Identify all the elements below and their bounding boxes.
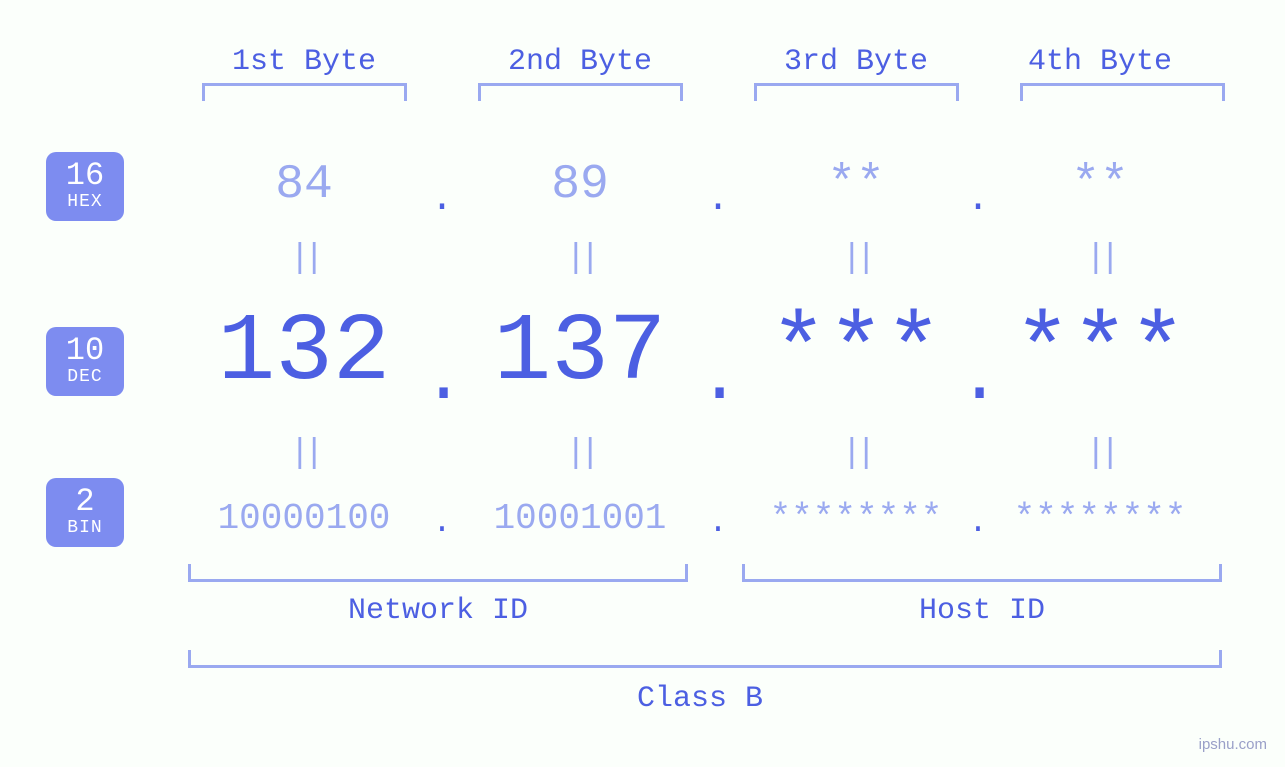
badge-dec-label: DEC bbox=[46, 368, 124, 388]
byte-header-3: 3rd Byte bbox=[756, 45, 956, 79]
dec-dot-1: . bbox=[422, 338, 462, 420]
badge-dec: 10DEC bbox=[46, 327, 124, 396]
dec-byte-2: 137 bbox=[450, 298, 710, 407]
bin-dot-2: . bbox=[698, 504, 738, 541]
dec-byte-4: *** bbox=[970, 298, 1230, 407]
hex-byte-3: ** bbox=[756, 158, 956, 212]
byte-header-1: 1st Byte bbox=[204, 45, 404, 79]
hex-byte-1: 84 bbox=[204, 158, 404, 212]
byte-bracket-4 bbox=[1020, 83, 1225, 101]
network-bracket bbox=[188, 564, 688, 582]
bin-dot-1: . bbox=[422, 504, 462, 541]
badge-hex-label: HEX bbox=[46, 193, 124, 213]
host-label: Host ID bbox=[832, 594, 1132, 628]
network-label: Network ID bbox=[288, 594, 588, 628]
bin-byte-1: 10000100 bbox=[174, 498, 434, 539]
class-label: Class B bbox=[550, 682, 850, 716]
dec-dot-3: . bbox=[958, 338, 998, 420]
byte-header-4: 4th Byte bbox=[1000, 45, 1200, 79]
badge-bin-label: BIN bbox=[46, 519, 124, 539]
badge-hex: 16HEX bbox=[46, 152, 124, 221]
byte-bracket-2 bbox=[478, 83, 683, 101]
equals-icon: || bbox=[836, 240, 876, 278]
hex-dot-3: . bbox=[958, 178, 998, 221]
hex-dot-2: . bbox=[698, 178, 738, 221]
equals-icon: || bbox=[1080, 435, 1120, 473]
equals-icon: || bbox=[836, 435, 876, 473]
hex-byte-2: 89 bbox=[480, 158, 680, 212]
equals-icon: || bbox=[1080, 240, 1120, 278]
bin-byte-2: 10001001 bbox=[450, 498, 710, 539]
class-bracket bbox=[188, 650, 1222, 668]
hex-byte-4: ** bbox=[1000, 158, 1200, 212]
badge-dec-num: 10 bbox=[46, 333, 124, 368]
host-bracket bbox=[742, 564, 1222, 582]
equals-icon: || bbox=[560, 435, 600, 473]
byte-bracket-3 bbox=[754, 83, 959, 101]
dec-byte-1: 132 bbox=[174, 298, 434, 407]
bin-byte-4: ******** bbox=[970, 498, 1230, 539]
equals-icon: || bbox=[560, 240, 600, 278]
badge-bin: 2BIN bbox=[46, 478, 124, 547]
dec-dot-2: . bbox=[698, 338, 738, 420]
dec-byte-3: *** bbox=[726, 298, 986, 407]
equals-icon: || bbox=[284, 435, 324, 473]
watermark: ipshu.com bbox=[1199, 736, 1267, 753]
equals-icon: || bbox=[284, 240, 324, 278]
byte-header-2: 2nd Byte bbox=[480, 45, 680, 79]
hex-dot-1: . bbox=[422, 178, 462, 221]
bin-byte-3: ******** bbox=[726, 498, 986, 539]
badge-bin-num: 2 bbox=[46, 484, 124, 519]
byte-bracket-1 bbox=[202, 83, 407, 101]
bin-dot-3: . bbox=[958, 504, 998, 541]
badge-hex-num: 16 bbox=[46, 158, 124, 193]
